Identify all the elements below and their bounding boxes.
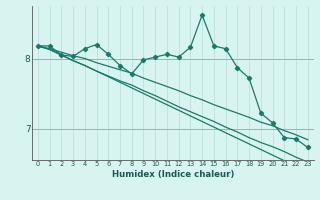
X-axis label: Humidex (Indice chaleur): Humidex (Indice chaleur) [112,170,234,179]
